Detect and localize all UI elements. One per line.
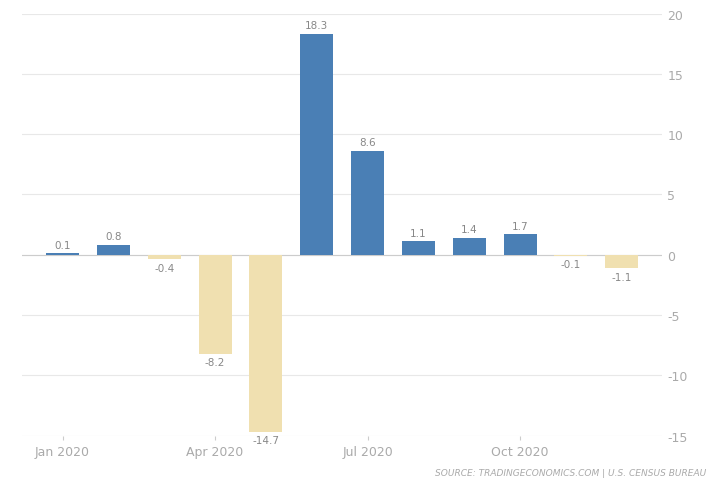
Bar	[453, 238, 486, 255]
Bar	[605, 255, 638, 268]
Bar	[351, 151, 384, 255]
Bar	[300, 35, 333, 255]
Text: SOURCE: TRADINGECONOMICS.COM | U.S. CENSUS BUREAU: SOURCE: TRADINGECONOMICS.COM | U.S. CENS…	[435, 468, 706, 477]
Text: 18.3: 18.3	[305, 21, 328, 31]
Text: 0.1: 0.1	[55, 241, 71, 250]
Bar	[148, 255, 181, 260]
Bar	[504, 235, 537, 255]
Bar	[250, 255, 282, 432]
Bar	[402, 242, 435, 255]
Text: -1.1: -1.1	[612, 272, 632, 282]
Bar	[555, 255, 587, 257]
Text: 8.6: 8.6	[360, 138, 376, 148]
Text: -8.2: -8.2	[205, 357, 225, 367]
Text: -0.1: -0.1	[561, 260, 581, 270]
Text: 0.8: 0.8	[105, 232, 122, 242]
Bar	[199, 255, 232, 354]
Text: 1.4: 1.4	[461, 225, 478, 235]
Text: 1.7: 1.7	[512, 221, 529, 231]
Text: -0.4: -0.4	[154, 264, 174, 273]
Text: 1.1: 1.1	[410, 228, 427, 238]
Bar	[97, 245, 130, 255]
Text: -14.7: -14.7	[253, 436, 280, 446]
Bar	[46, 254, 79, 255]
